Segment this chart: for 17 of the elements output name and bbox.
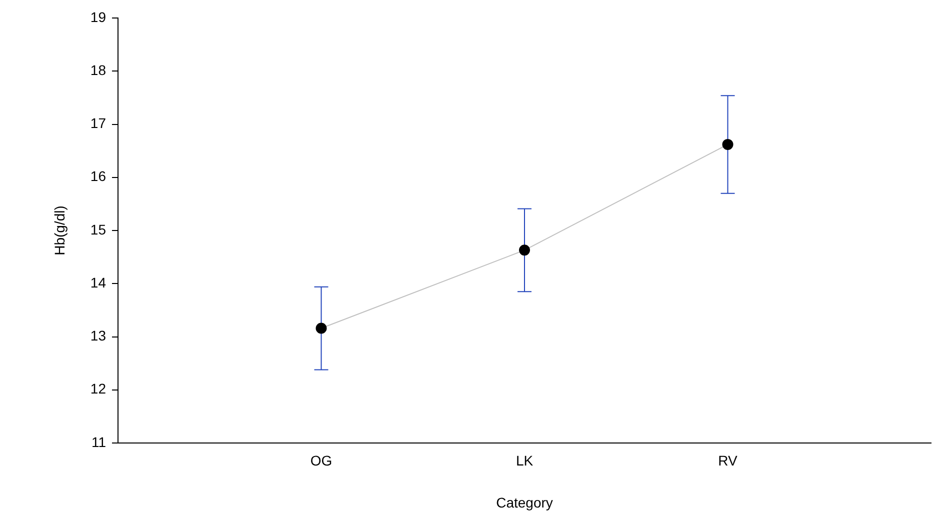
x-tick-label: LK [516, 452, 534, 468]
y-tick-label: 13 [90, 328, 106, 344]
x-axis-title: Category [496, 494, 553, 510]
y-tick-label: 11 [91, 434, 106, 450]
y-tick-label: 16 [90, 168, 106, 184]
point [316, 322, 327, 334]
y-tick-label: 17 [90, 115, 106, 132]
x-tick-label: RV [718, 452, 738, 468]
y-tick-label: 14 [90, 274, 106, 290]
point [722, 138, 734, 150]
y-tick-label: 12 [90, 380, 106, 397]
x-tick-label: OG [310, 452, 332, 468]
y-tick-label: 18 [90, 62, 106, 78]
point [519, 244, 530, 256]
y-axis-title: Hb(g/dl) [51, 206, 68, 256]
y-tick-label: 15 [90, 221, 106, 238]
y-tick-label: 19 [90, 8, 106, 25]
